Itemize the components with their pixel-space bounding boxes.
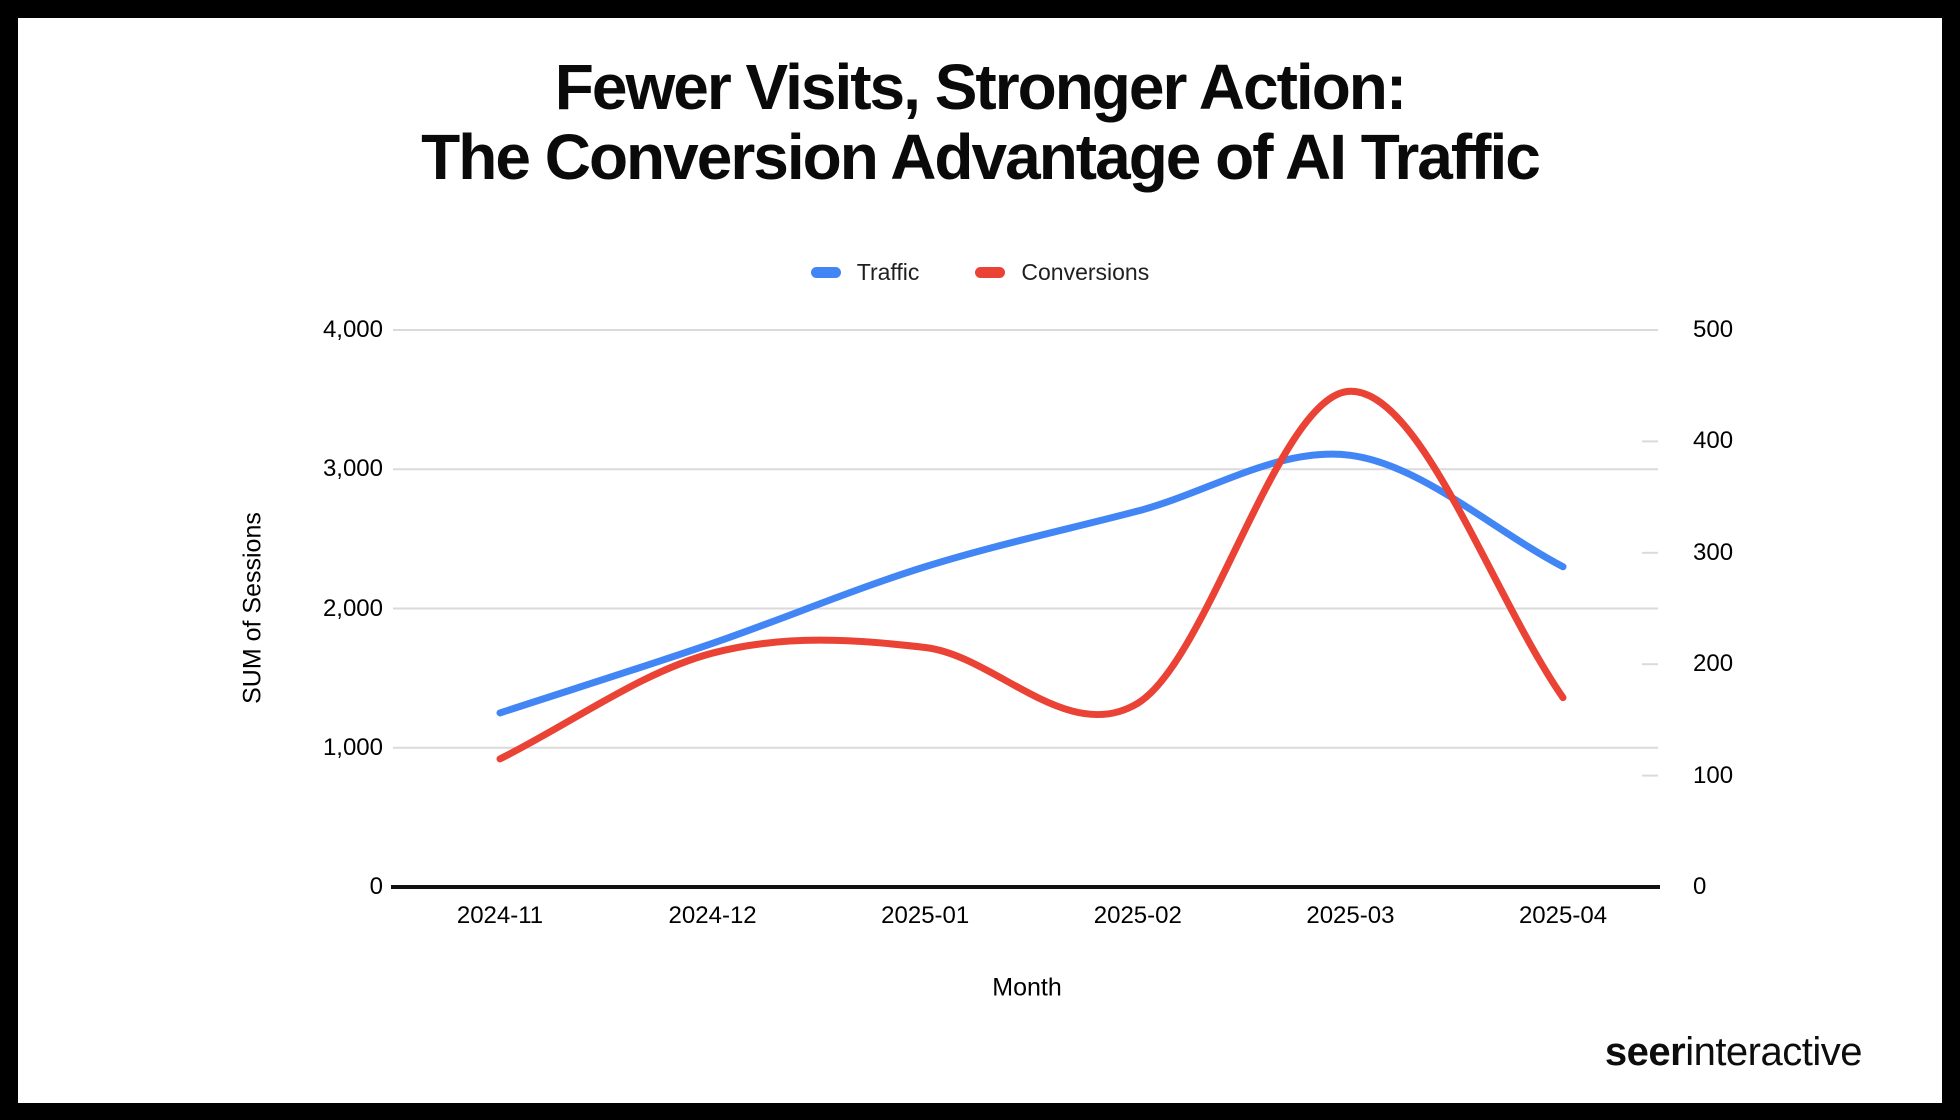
legend-item-conversions: Conversions: [975, 259, 1149, 286]
conversions-line: [496, 387, 1567, 763]
x-axis-tick-label: 2025-01: [881, 902, 970, 929]
legend-item-traffic: Traffic: [810, 258, 920, 286]
chart-title-line2: The Conversion Advantage of AI Traffic: [421, 121, 1541, 194]
traffic-line: [496, 450, 1567, 717]
legend: Traffic Conversions: [0, 252, 1960, 292]
x-axis-tick-label: 2025-03: [1306, 902, 1395, 929]
right-axis-tick-label: 0: [1693, 873, 1707, 900]
x-axis-tick-label: 2025-02: [1093, 902, 1182, 929]
left-axis-tick-label: 2,000: [322, 594, 383, 622]
x-axis-tick-label: 2025-04: [1518, 902, 1608, 929]
x-axis-tick-label: 2024-11: [456, 902, 544, 929]
right-axis-tick-label: 200: [1693, 650, 1734, 678]
x-axis-tick-label: 2024-12: [668, 902, 757, 929]
seer-interactive-logo: seerinteractive: [1604, 1030, 1863, 1075]
logo-seer: seer: [1604, 1030, 1686, 1074]
logo-interactive: interactive: [1685, 1030, 1862, 1074]
x-axis-title: Month: [992, 973, 1062, 1002]
left-axis-tick-label: 1,000: [322, 733, 383, 761]
conversions-swatch-icon: [975, 266, 1006, 278]
chart-title: Fewer Visits, Stronger Action: The Conve…: [0, 52, 1960, 193]
right-axis-tick-label: 400: [1693, 427, 1734, 455]
legend-label: Conversions: [1021, 258, 1150, 285]
right-axis-tick-label: 300: [1693, 538, 1734, 566]
slide-background: [18, 18, 1942, 1103]
chart-title-line1: Fewer Visits, Stronger Action:: [554, 51, 1407, 123]
left-axis-tick-label: 4,000: [322, 316, 383, 343]
legend-label: Traffic: [856, 258, 920, 285]
right-axis-tick-label: 100: [1693, 761, 1734, 789]
right-axis-tick-label: 500: [1693, 316, 1734, 343]
left-axis-tick-label: 3,000: [322, 455, 383, 483]
traffic-swatch-icon: [810, 266, 841, 278]
left-axis-tick-label: 0: [369, 873, 383, 900]
